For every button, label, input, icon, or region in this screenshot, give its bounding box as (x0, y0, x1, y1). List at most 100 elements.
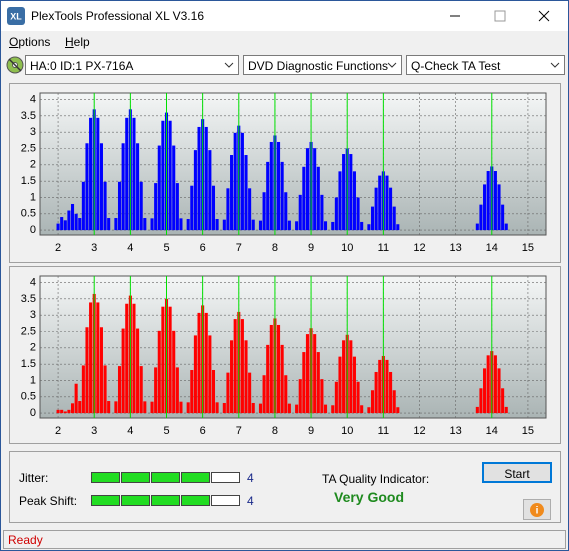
bar (352, 356, 356, 414)
bar (230, 155, 234, 231)
bar (302, 166, 306, 231)
bar (305, 334, 309, 414)
bar (497, 184, 501, 231)
bar (367, 224, 371, 231)
bar (190, 185, 194, 231)
bar (56, 409, 60, 414)
x-tick-label: 14 (486, 425, 498, 437)
jitter-label: Jitter: (19, 471, 49, 485)
ta-quality-value: Very Good (334, 489, 405, 505)
bar (230, 340, 234, 414)
bar (262, 375, 266, 414)
window-title: PlexTools Professional XL V3.16 (31, 9, 204, 23)
bar (136, 143, 140, 231)
drive-select[interactable]: HA:0 ID:1 PX-716A (25, 55, 239, 75)
bar (190, 370, 194, 414)
bar (277, 141, 281, 231)
y-tick-label: 2.5 (21, 325, 36, 337)
y-tick-label: 4 (30, 276, 36, 288)
meter-segment-filled (181, 472, 210, 483)
bar (501, 388, 505, 414)
bar (161, 306, 165, 414)
x-tick-label: 2 (55, 425, 61, 437)
bar (356, 197, 360, 231)
x-tick-label: 5 (163, 425, 169, 437)
bar (497, 368, 501, 414)
bar (175, 183, 179, 231)
bar (186, 402, 190, 414)
info-button[interactable]: i (523, 499, 551, 520)
bar (316, 166, 320, 231)
start-button[interactable]: Start (482, 462, 552, 483)
bar (374, 187, 378, 231)
bar (89, 117, 93, 231)
bar (117, 181, 122, 231)
bar (215, 402, 219, 414)
bar (360, 405, 364, 414)
bar (334, 381, 338, 414)
peak-shift-meter (91, 495, 240, 506)
bar (143, 218, 147, 231)
bar (114, 401, 118, 414)
x-tick-label: 4 (127, 242, 133, 254)
bar (136, 328, 140, 414)
bar (60, 409, 64, 414)
bar (504, 223, 508, 231)
x-tick-label: 6 (200, 425, 206, 437)
bar (193, 335, 197, 414)
title-bar: XL PlexTools Professional XL V3.16 (1, 1, 568, 31)
window-controls[interactable] (421, 1, 568, 31)
bar (479, 388, 483, 414)
bar (305, 148, 309, 231)
jitter-value: 4 (247, 471, 254, 485)
menu-item[interactable]: Options (9, 35, 51, 49)
meter-segment-filled (91, 472, 120, 483)
meter-segment (211, 472, 240, 483)
function-select[interactable]: DVD Diagnostic Functions (243, 55, 402, 75)
x-tick-label: 10 (341, 242, 353, 254)
bar (143, 401, 147, 414)
y-tick-label: 3 (30, 126, 36, 138)
x-tick-label: 12 (413, 425, 425, 437)
jitter-chart: 0 0.5 1 1.5 2 2.5 3 3.5 4 2 3 4 5 6 7 8 9 10 11 12 13 14 15 (9, 83, 561, 263)
bar (132, 303, 136, 414)
bar (211, 370, 216, 414)
menu-item[interactable]: Help (65, 35, 90, 49)
bar (385, 359, 389, 414)
bar (284, 375, 288, 414)
y-tick-label: 2.5 (21, 142, 36, 154)
bar (323, 404, 328, 414)
bar (208, 335, 212, 414)
bar (85, 327, 89, 414)
bar (475, 406, 479, 414)
bar (287, 220, 291, 231)
bar (168, 306, 172, 414)
bar (370, 206, 375, 231)
y-tick-label: 1 (30, 374, 36, 386)
bar (154, 367, 158, 414)
test-label: Q-Check TA Test (411, 59, 501, 73)
x-tick-label: 15 (522, 242, 534, 254)
bar (233, 132, 237, 231)
bar (360, 221, 364, 231)
bar (323, 221, 328, 231)
y-tick-label: 1 (30, 191, 36, 203)
function-label: DVD Diagnostic Functions (248, 59, 389, 73)
bar (342, 340, 346, 414)
bar (204, 126, 208, 231)
x-tick-label: 8 (272, 425, 278, 437)
bar (251, 402, 255, 414)
bar (179, 401, 183, 414)
bar (157, 330, 161, 414)
bar (222, 402, 226, 414)
bar (85, 143, 89, 231)
bar (150, 218, 154, 231)
y-tick-label: 3 (30, 309, 36, 321)
bar (67, 210, 71, 231)
bar (385, 175, 389, 231)
x-tick-label: 3 (91, 425, 97, 437)
bar (483, 184, 487, 231)
test-select[interactable]: Q-Check TA Test (406, 55, 565, 75)
svg-text:i: i (536, 506, 539, 517)
